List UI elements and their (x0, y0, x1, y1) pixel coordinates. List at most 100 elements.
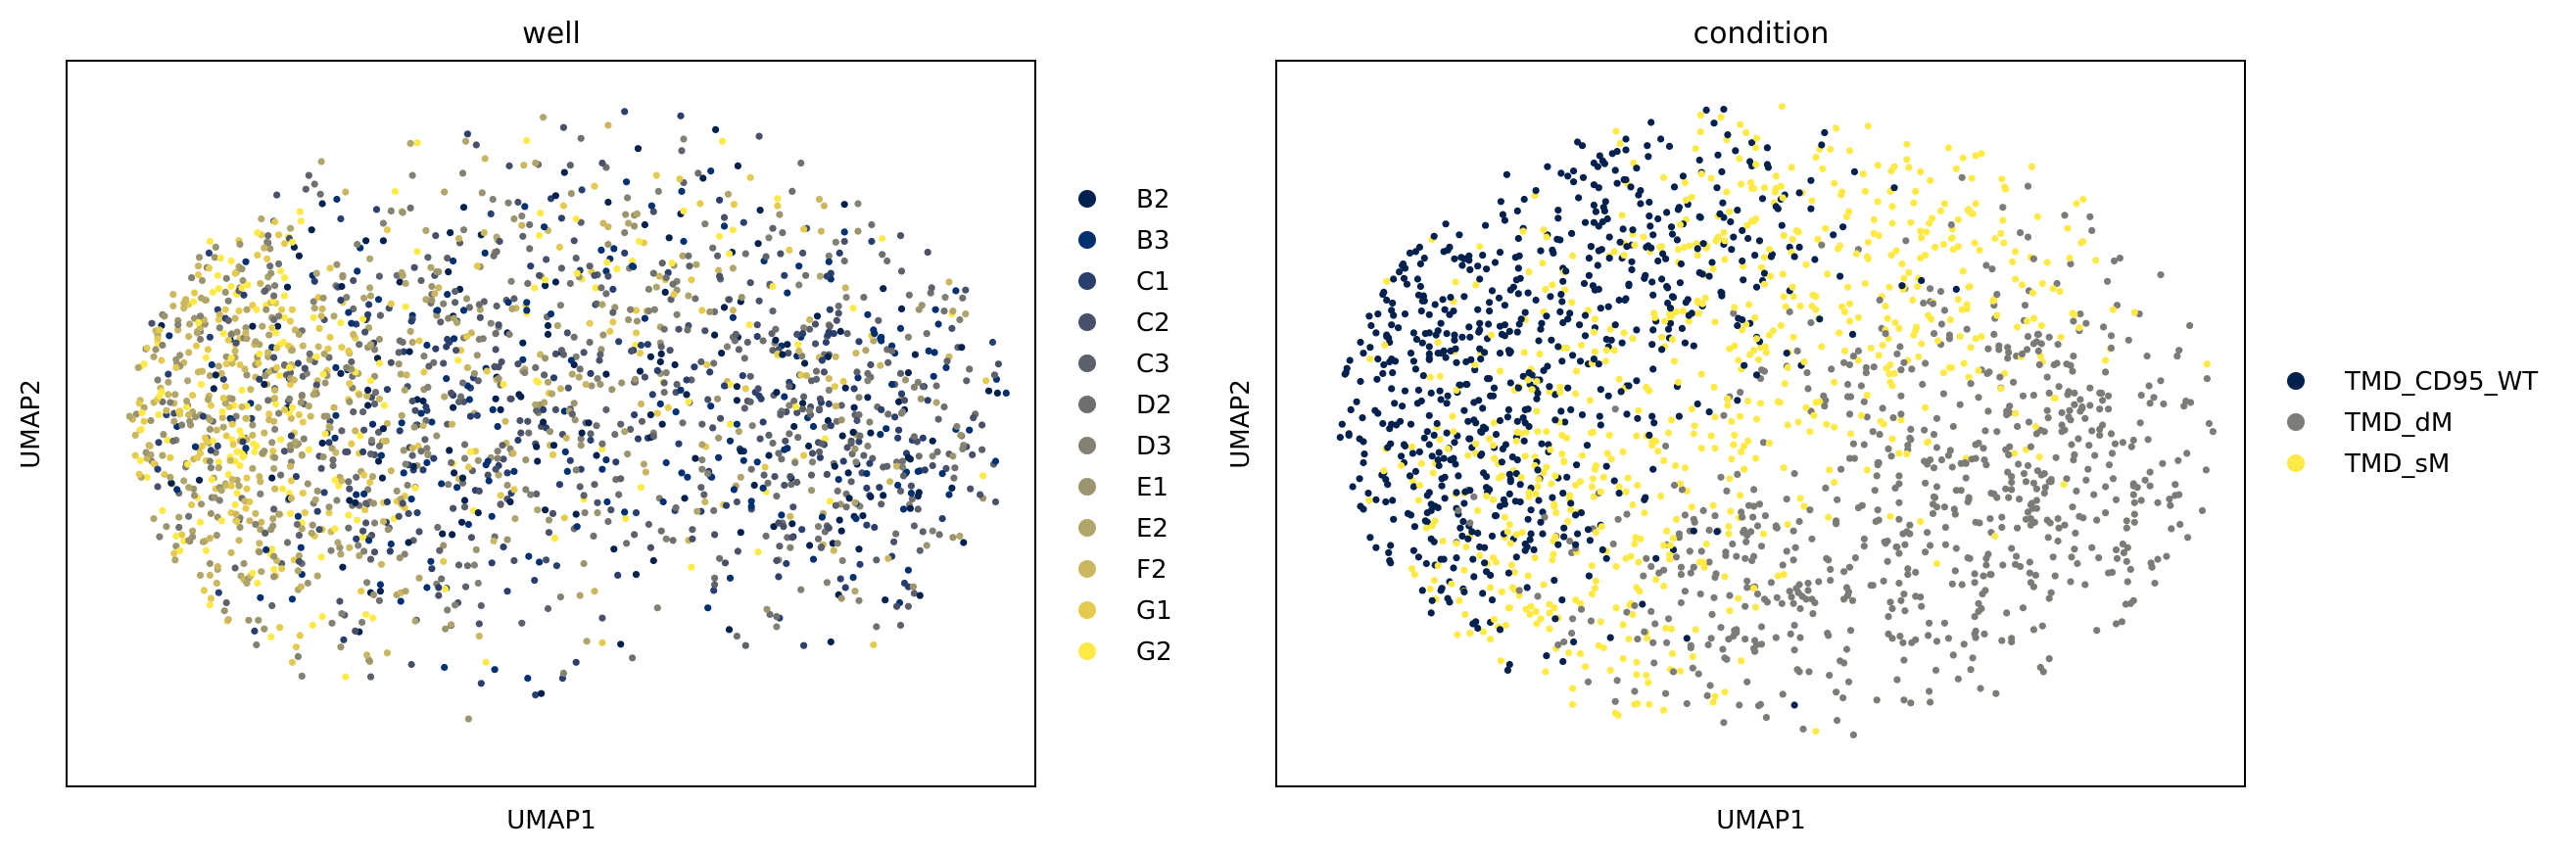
point-tmd-dm (1884, 557, 1891, 565)
point-tmd-sm (1845, 300, 1854, 308)
point-b2 (295, 252, 303, 260)
point-f2 (194, 368, 203, 376)
point-g1 (383, 226, 391, 234)
point-tmd-sm (1831, 478, 1838, 487)
point-tmd-dm (2209, 428, 2217, 436)
point-tmd-cd95-wt (1625, 280, 1633, 288)
point-tmd-cd95-wt (1523, 543, 1531, 551)
point-c3 (667, 296, 675, 304)
point-tmd-dm (1871, 487, 1879, 495)
point-b3 (521, 203, 529, 211)
point-tmd-dm (1717, 624, 1725, 632)
point-tmd-sm (1711, 318, 1719, 326)
point-d3 (662, 369, 670, 377)
point-g2 (500, 380, 507, 389)
point-tmd-dm (1643, 554, 1650, 562)
point-tmd-dm (1986, 515, 1994, 523)
point-g2 (206, 601, 214, 609)
point-tmd-dm (1932, 483, 1941, 491)
point-tmd-dm (2035, 360, 2043, 369)
legend-label-d2: D2 (1136, 391, 1172, 420)
point-tmd-sm (1528, 386, 1536, 394)
point-c2 (496, 237, 503, 246)
point-e1 (433, 432, 441, 440)
point-tmd-dm (1876, 296, 1884, 305)
point-b2 (572, 510, 580, 518)
point-g1 (361, 506, 369, 514)
point-d2 (898, 457, 907, 465)
point-d2 (458, 379, 467, 387)
point-d2 (908, 496, 917, 503)
point-tmd-cd95-wt (1581, 332, 1590, 340)
point-tmd-sm (1496, 367, 1504, 375)
point-b2 (451, 469, 458, 477)
point-e1 (286, 442, 295, 450)
point-tmd-sm (1900, 274, 1908, 282)
point-c2 (361, 328, 369, 336)
point-tmd-sm (2049, 285, 2057, 293)
point-f2 (271, 485, 279, 493)
point-tmd-sm (1505, 520, 1513, 529)
point-tmd-sm (1874, 198, 1882, 206)
point-d2 (873, 623, 881, 631)
point-g1 (198, 442, 207, 450)
point-tmd-cd95-wt (1497, 198, 1504, 206)
point-tmd-cd95-wt (1389, 299, 1397, 308)
point-e2 (621, 428, 629, 436)
point-g1 (676, 175, 684, 183)
point-tmd-sm (1781, 380, 1789, 388)
point-tmd-cd95-wt (1371, 406, 1379, 414)
point-b3 (597, 246, 605, 254)
point-tmd-cd95-wt (1570, 167, 1578, 175)
point-tmd-dm (2072, 529, 2079, 538)
point-b3 (1002, 389, 1010, 397)
point-g1 (286, 317, 295, 325)
point-tmd-cd95-wt (1504, 347, 1512, 355)
point-e1 (207, 509, 215, 518)
point-tmd-cd95-wt (1551, 416, 1559, 424)
point-tmd-sm (1780, 464, 1788, 472)
point-c3 (689, 526, 696, 534)
point-e2 (320, 350, 328, 357)
point-tmd-sm (1685, 317, 1693, 325)
point-tmd-sm (2064, 224, 2072, 232)
point-d3 (572, 466, 580, 474)
point-g2 (331, 476, 339, 484)
point-tmd-dm (2078, 404, 2086, 412)
point-d2 (185, 512, 193, 520)
point-tmd-cd95-wt (1534, 466, 1542, 474)
point-c2 (701, 327, 709, 335)
point-tmd-dm (1926, 687, 1933, 695)
point-c2 (721, 559, 730, 567)
point-c2 (789, 503, 797, 511)
point-e2 (368, 473, 377, 481)
point-tmd-dm (2129, 491, 2137, 498)
point-f2 (218, 414, 226, 422)
point-tmd-cd95-wt (1471, 366, 1479, 374)
legend-marker-b3 (1078, 231, 1096, 249)
point-tmd-dm (1826, 672, 1834, 680)
point-tmd-cd95-wt (1407, 420, 1415, 428)
point-tmd-cd95-wt (1537, 518, 1545, 526)
point-d3 (518, 213, 526, 220)
point-b2 (542, 506, 549, 514)
point-tmd-sm (1464, 451, 1472, 459)
point-tmd-sm (1812, 154, 1820, 162)
point-tmd-cd95-wt (1519, 414, 1527, 422)
point-g1 (870, 640, 878, 649)
point-tmd-dm (1922, 548, 1930, 556)
point-g2 (357, 432, 364, 440)
point-c2 (733, 497, 741, 506)
point-tmd-sm (1750, 585, 1758, 592)
point-c1 (444, 335, 452, 344)
point-tmd-cd95-wt (1360, 350, 1367, 357)
point-f2 (886, 478, 894, 486)
point-c1 (891, 413, 899, 421)
point-d3 (680, 135, 688, 143)
point-c2 (594, 498, 601, 506)
point-e1 (249, 421, 257, 429)
point-b3 (952, 287, 960, 295)
point-tmd-sm (1959, 267, 1967, 275)
point-tmd-cd95-wt (1430, 232, 1438, 240)
point-tmd-dm (1897, 392, 1905, 400)
